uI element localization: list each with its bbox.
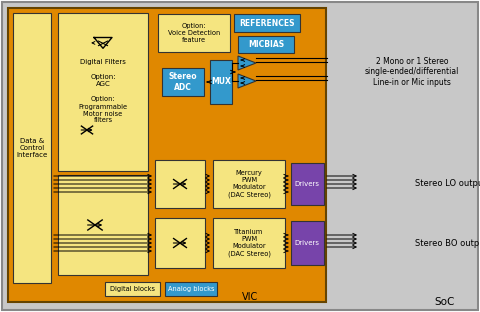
Text: VIC: VIC	[242, 292, 258, 302]
Text: SoC: SoC	[435, 297, 455, 307]
Text: Stereo
ADC: Stereo ADC	[168, 72, 197, 92]
Bar	[158, 14, 230, 52]
Bar	[58, 13, 148, 171]
Bar	[291, 163, 324, 205]
Text: Drivers: Drivers	[295, 181, 320, 187]
Bar	[162, 68, 204, 96]
Bar	[291, 221, 324, 265]
Text: Option:
AGC: Option: AGC	[90, 74, 116, 86]
Bar	[58, 175, 148, 275]
Text: REFERENCES: REFERENCES	[239, 18, 295, 27]
Bar	[234, 14, 300, 32]
Text: Digital blocks: Digital blocks	[109, 286, 155, 292]
Text: Stereo BO output: Stereo BO output	[415, 238, 480, 247]
Bar	[238, 36, 294, 53]
Text: Drivers: Drivers	[295, 240, 320, 246]
Bar	[105, 282, 160, 296]
Bar	[13, 13, 51, 283]
Bar	[213, 160, 285, 208]
Text: Analog blocks: Analog blocks	[168, 286, 214, 292]
Bar	[213, 218, 285, 268]
Polygon shape	[238, 56, 256, 70]
Bar	[155, 218, 205, 268]
Bar	[210, 60, 232, 104]
Bar	[8, 8, 326, 302]
Text: 2 Mono or 1 Stereo
single-ended/differential
Line-in or Mic inputs: 2 Mono or 1 Stereo single-ended/differen…	[365, 57, 459, 87]
Text: Option:
Voice Detection
feature: Option: Voice Detection feature	[168, 23, 220, 43]
Bar	[165, 282, 217, 296]
Text: Digital Filters: Digital Filters	[80, 59, 126, 65]
Text: Titanium
PWM
Modulator
(DAC Stereo): Titanium PWM Modulator (DAC Stereo)	[228, 229, 271, 257]
Bar	[155, 160, 205, 208]
Text: Option:
Programmable
Motor noise
filters: Option: Programmable Motor noise filters	[78, 96, 128, 124]
Text: MICBIAS: MICBIAS	[248, 40, 284, 49]
Text: MUX: MUX	[211, 77, 231, 86]
Text: Data &
Control
Interface: Data & Control Interface	[16, 138, 48, 158]
Text: Stereo LO output: Stereo LO output	[415, 179, 480, 188]
Polygon shape	[238, 74, 256, 88]
Text: Mercury
PWM
Modulator
(DAC Stereo): Mercury PWM Modulator (DAC Stereo)	[228, 170, 271, 198]
